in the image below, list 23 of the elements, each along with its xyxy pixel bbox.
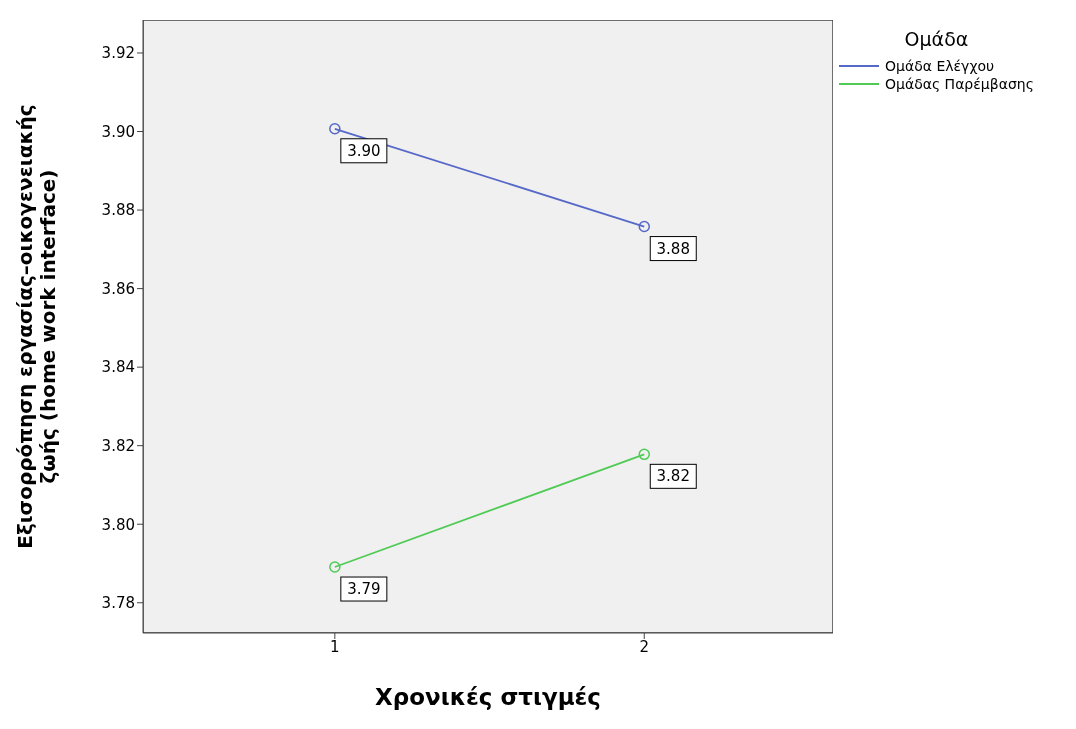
data-label: 3.82	[656, 467, 690, 486]
y-tick-label: 3.78	[101, 594, 135, 613]
y-tick-label: 3.86	[101, 279, 135, 298]
legend-label: Ομάδας Παρέμβασης	[885, 76, 1034, 92]
y-axis-title: Εξισορρόπηση εργασίας–οικογενειακής ζωής (home work interface)	[13, 104, 60, 549]
legend-label: Ομάδα Ελέγχου	[885, 58, 995, 74]
point	[329, 123, 341, 135]
data-label: 3.90	[347, 141, 381, 160]
point	[329, 561, 341, 573]
y-tick-label: 3.90	[101, 122, 135, 141]
y-tick-label: 3.84	[101, 358, 135, 377]
data-label: 3.79	[347, 580, 381, 599]
x-axis-title: Χρονικές στιγμές	[375, 684, 601, 710]
y-tick-label: 3.92	[101, 44, 135, 63]
point	[638, 448, 651, 461]
point	[638, 220, 651, 233]
y-tick-label: 3.82	[101, 437, 135, 456]
y-tick-label: 3.80	[101, 515, 135, 534]
x-tick-label: 2	[639, 637, 650, 656]
x-tick-label: 1	[330, 637, 340, 656]
data-label: 3.88	[656, 239, 690, 258]
legend-title: Ομάδα	[903, 28, 970, 50]
y-tick-label: 3.88	[101, 201, 135, 220]
